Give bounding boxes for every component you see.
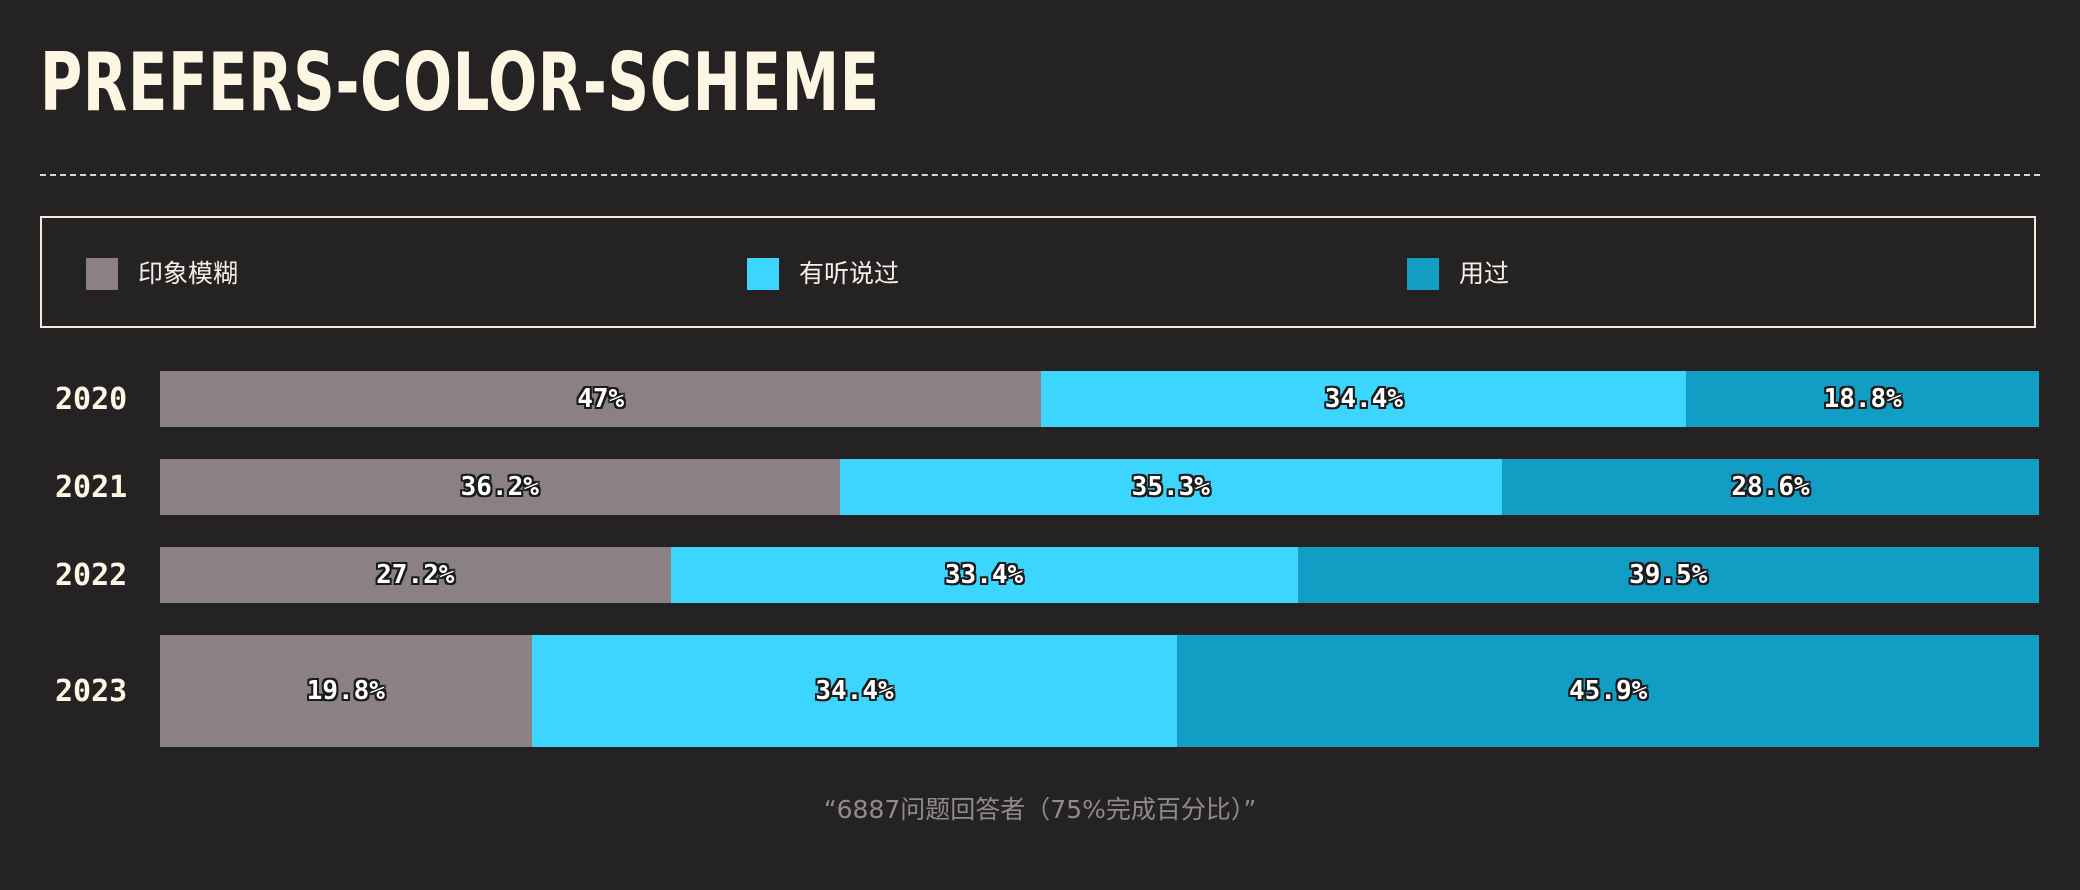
bar-segment-vague: 27.2% bbox=[160, 547, 671, 603]
year-label: 2022 bbox=[55, 557, 128, 593]
legend-item-heard: 有听说过 bbox=[747, 258, 899, 290]
bar-segment-used: 18.8% bbox=[1686, 371, 2039, 427]
stacked-bar: 19.8% 34.4% 45.9% bbox=[160, 635, 2039, 747]
stacked-bar: 27.2% 33.4% 39.5% bbox=[160, 547, 2039, 603]
year-label: 2023 bbox=[55, 673, 128, 709]
bar-segment-used: 28.6% bbox=[1502, 459, 2039, 515]
chart-title: PREFERS-COLOR-SCHEME bbox=[40, 36, 880, 129]
bar-row-2022: 2022 27.2% 33.4% 39.5% bbox=[0, 547, 2080, 603]
legend: 印象模糊 有听说过 用过 bbox=[40, 216, 2036, 328]
bar-row-2020: 2020 47% 34.4% 18.8% bbox=[0, 371, 2080, 427]
bar-row-2023: 2023 19.8% 34.4% 45.9% bbox=[0, 635, 2080, 747]
legend-swatch-vague bbox=[86, 258, 118, 290]
bar-segment-heard: 35.3% bbox=[839, 459, 1503, 515]
footnote: “6887问题回答者（75%完成百分比）” bbox=[823, 795, 1257, 824]
legend-swatch-heard bbox=[747, 258, 779, 290]
bar-segment-used: 39.5% bbox=[1297, 547, 2039, 603]
bar-segment-vague: 47% bbox=[160, 371, 1042, 427]
legend-label-used: 用过 bbox=[1459, 259, 1510, 288]
bar-row-2021: 2021 36.2% 35.3% 28.6% bbox=[0, 459, 2080, 515]
bar-segment-vague: 19.8% bbox=[160, 635, 532, 747]
bar-segment-heard: 34.4% bbox=[531, 635, 1178, 747]
legend-swatch-used bbox=[1407, 258, 1439, 290]
stacked-bar: 47% 34.4% 18.8% bbox=[160, 371, 2039, 427]
year-label: 2020 bbox=[55, 381, 128, 417]
year-label: 2021 bbox=[55, 469, 128, 505]
bar-segment-heard: 33.4% bbox=[670, 547, 1298, 603]
bar-segment-used: 45.9% bbox=[1177, 635, 2039, 747]
legend-label-heard: 有听说过 bbox=[799, 259, 900, 288]
legend-item-used: 用过 bbox=[1407, 258, 1509, 290]
bar-segment-vague: 36.2% bbox=[160, 459, 840, 515]
dashed-divider bbox=[40, 174, 2040, 176]
legend-item-vague: 印象模糊 bbox=[86, 258, 238, 290]
legend-label-vague: 印象模糊 bbox=[138, 259, 239, 288]
bar-segment-heard: 34.4% bbox=[1041, 371, 1687, 427]
stacked-bar: 36.2% 35.3% 28.6% bbox=[160, 459, 2039, 515]
